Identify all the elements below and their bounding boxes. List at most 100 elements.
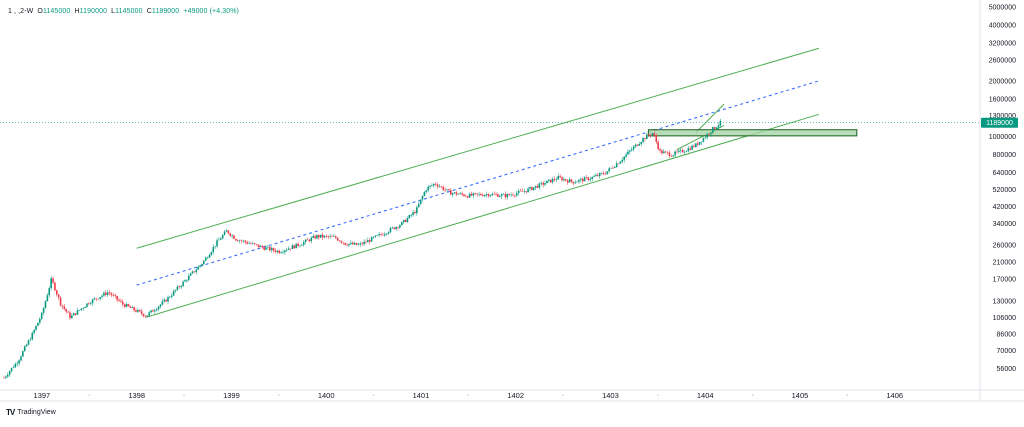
candle-body	[548, 179, 550, 181]
candle-body	[350, 242, 352, 244]
candle-body	[110, 293, 113, 296]
candle-body	[384, 234, 386, 236]
candle-body	[23, 346, 26, 352]
candle-body	[485, 194, 488, 195]
candle-body	[613, 167, 616, 168]
candle-body	[402, 220, 405, 223]
x-minor-tick-label: ᵒ	[183, 393, 185, 398]
candle-body	[242, 240, 245, 242]
candle-body	[42, 308, 45, 313]
candle-body	[670, 155, 673, 157]
candle-body	[272, 248, 275, 251]
candle-body	[248, 243, 250, 244]
candle-body	[10, 367, 13, 372]
candle-body	[253, 243, 256, 245]
candle-body	[536, 185, 539, 188]
candle-body	[587, 177, 590, 180]
candle-body	[434, 183, 437, 185]
x-tick-label: 1402	[507, 391, 524, 400]
candle-body	[625, 154, 627, 157]
candle-body	[706, 134, 708, 138]
candle-body	[638, 144, 641, 146]
candle-body	[176, 286, 179, 290]
candle-body	[359, 243, 362, 245]
x-tick-label: 1406	[886, 391, 903, 400]
candle-body	[531, 187, 533, 190]
candle-body	[619, 161, 622, 164]
candle-body	[40, 312, 43, 319]
candle-body	[555, 179, 558, 181]
candle-body	[581, 178, 584, 182]
candle-body	[617, 163, 620, 165]
candle-body	[184, 280, 186, 282]
candle-body	[46, 295, 49, 302]
candle-body	[235, 238, 237, 241]
candle-body	[621, 159, 624, 162]
candle-body	[348, 243, 350, 246]
candle-body	[118, 299, 120, 301]
candle-body	[489, 195, 492, 197]
candle-body	[666, 151, 669, 153]
candle-body	[101, 295, 103, 298]
candle-body	[519, 190, 522, 192]
candle-body	[91, 299, 94, 304]
candle-body	[399, 225, 401, 228]
candle-body	[302, 242, 305, 245]
candle-body	[255, 244, 258, 245]
candle-body	[687, 148, 690, 152]
candle-body	[459, 193, 462, 195]
candle-body	[632, 146, 635, 150]
y-tick-label: 130000	[993, 298, 1016, 305]
candle-body	[129, 306, 132, 308]
candle-body	[231, 235, 233, 237]
candle-body	[342, 242, 345, 244]
candle-body	[289, 248, 292, 250]
candle-body	[106, 292, 109, 295]
candle-body	[374, 235, 377, 238]
candle-body	[719, 120, 722, 126]
candle-body	[29, 339, 32, 341]
candle-body	[280, 252, 282, 254]
y-tick-label: 56000	[997, 366, 1017, 373]
candle-body	[497, 194, 499, 197]
symbol-label: 1 , ,2-W	[8, 8, 34, 15]
candle-body	[206, 257, 209, 259]
candle-body	[655, 135, 658, 142]
candle-body	[576, 181, 578, 183]
change-value: +49000 (+4.30%)	[183, 8, 239, 15]
candle-body	[61, 305, 64, 307]
candle-body	[186, 280, 188, 281]
candle-body	[33, 330, 35, 333]
candle-body	[301, 244, 303, 246]
y-tick-label: 800000	[993, 152, 1016, 159]
candle-body	[31, 332, 34, 340]
candle-body	[551, 178, 554, 183]
candle-body	[25, 344, 28, 347]
candle-body	[240, 240, 243, 242]
candle-body	[578, 179, 580, 182]
candle-body	[704, 137, 707, 139]
candle-body	[203, 260, 205, 265]
candle-body	[429, 185, 431, 187]
candle-body	[135, 310, 137, 312]
y-tick-label: 5000000	[989, 5, 1016, 12]
x-tick-label: 1397	[34, 391, 51, 400]
candle-body	[210, 251, 213, 256]
candle-body	[174, 289, 177, 291]
candle-body	[363, 241, 365, 245]
candle-body	[327, 236, 330, 237]
candle-body	[284, 250, 286, 253]
tradingview-branding[interactable]: TV TradingView	[6, 408, 56, 417]
candle-body	[421, 196, 424, 200]
candle-body	[35, 325, 37, 331]
candle-body	[340, 241, 343, 243]
candle-body	[510, 194, 512, 196]
candle-body	[250, 243, 252, 244]
candle-body	[466, 196, 469, 198]
candle-body	[647, 134, 650, 136]
candle-body	[449, 190, 452, 195]
candle-body	[646, 134, 648, 139]
candle-body	[468, 193, 471, 198]
